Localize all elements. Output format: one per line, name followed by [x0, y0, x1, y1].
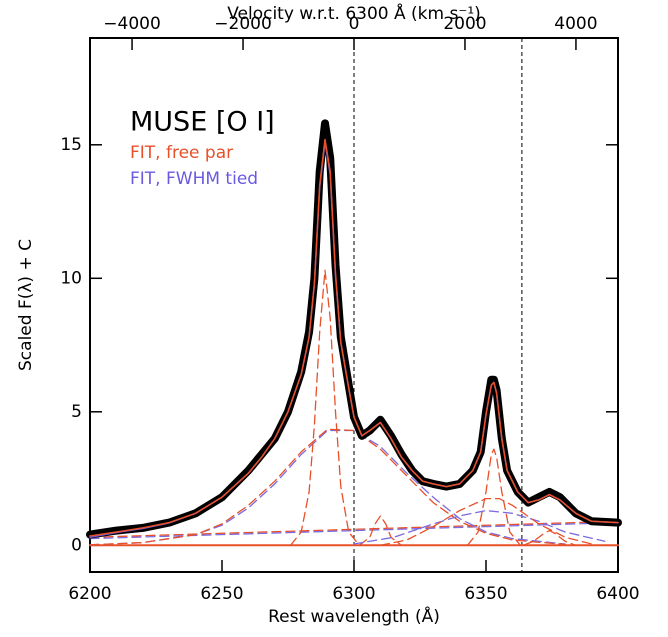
- x-tick-label: 6250: [200, 584, 243, 604]
- x-tick-label: 6200: [68, 584, 111, 604]
- x2-axis-label: Velocity w.r.t. 6300 Å (km s⁻¹): [227, 2, 481, 24]
- series-line: [466, 448, 521, 546]
- x-tick-label: 6350: [464, 584, 507, 604]
- series-line: [358, 515, 403, 546]
- x2-tick-label: 4000: [554, 14, 597, 34]
- y-tick-label: 0: [71, 535, 82, 555]
- series-line: [289, 269, 360, 546]
- series-line: [89, 521, 619, 540]
- series-line: [353, 509, 606, 545]
- y-tick-label: 10: [60, 268, 82, 288]
- y-tick-label: 15: [60, 135, 82, 155]
- x2-tick-label: 2000: [443, 14, 486, 34]
- legend-entry: FIT, FWHM tied: [130, 169, 258, 189]
- x-tick-label: 6400: [596, 584, 639, 604]
- series-line: [379, 497, 593, 546]
- y-tick-label: 5: [71, 402, 82, 422]
- legend-entry: FIT, free par: [130, 143, 233, 163]
- series-line: [522, 529, 577, 546]
- y-axis-label: Scaled F(λ) + C: [16, 239, 36, 371]
- x-tick-label: 6300: [332, 584, 375, 604]
- x2-tick-label: −4000: [103, 14, 161, 34]
- annotation: MUSE [O I]: [130, 107, 275, 138]
- series-line: [89, 520, 619, 538]
- x2-tick-label: −2000: [214, 14, 272, 34]
- series-line: [89, 138, 619, 537]
- x2-tick-label: 0: [349, 14, 360, 34]
- x-axis-label: Rest wavelength (Å): [268, 605, 440, 627]
- series-line: [89, 428, 566, 546]
